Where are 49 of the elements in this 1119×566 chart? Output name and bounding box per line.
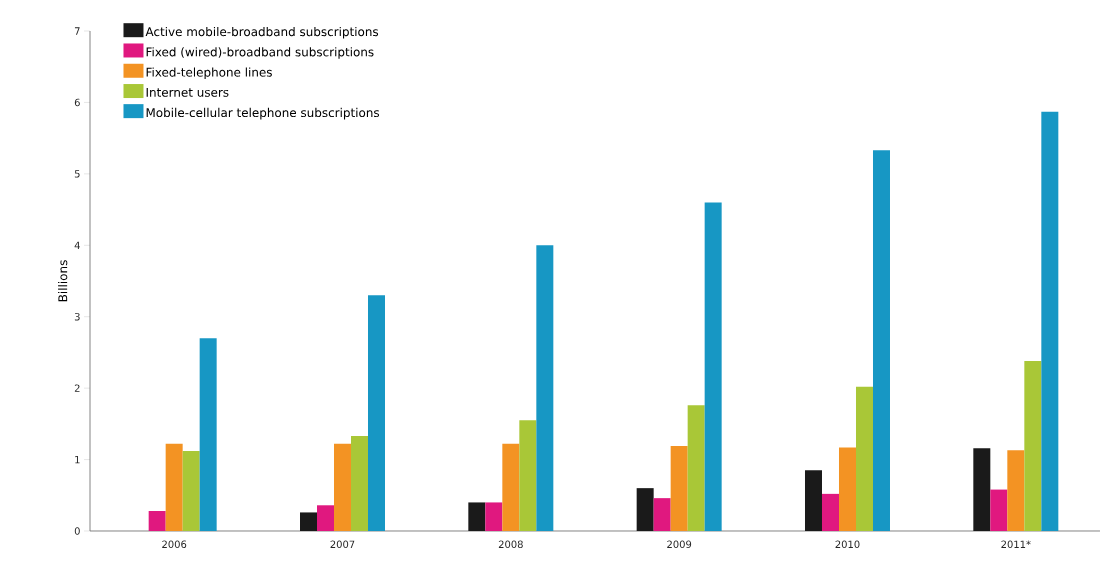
bar (872, 150, 890, 531)
x-tick-label: 2008 (498, 540, 523, 549)
y-tick-label: 1 (75, 455, 80, 464)
bar (855, 386, 873, 531)
bar (1041, 111, 1059, 531)
legend-label: Fixed-telephone lines (146, 67, 272, 80)
bar (670, 446, 688, 531)
bar (334, 443, 351, 531)
bar (1024, 361, 1042, 531)
bar (182, 451, 200, 531)
bar (148, 511, 166, 531)
x-tick-label: 2006 (162, 540, 187, 549)
bar (653, 498, 671, 531)
bar (990, 489, 1008, 531)
bar (636, 488, 654, 531)
bar (199, 338, 217, 531)
y-tick-label: 0 (74, 527, 80, 535)
bar (821, 493, 839, 531)
x-tick-label: 2007 (330, 540, 355, 549)
y-tick-label: 4 (74, 241, 80, 249)
bar (804, 470, 822, 531)
bar (519, 420, 537, 531)
bar (687, 405, 705, 531)
bar (368, 295, 385, 531)
y-tick-label: 5 (74, 170, 80, 178)
bar (468, 502, 486, 531)
bar (165, 443, 183, 531)
bar (973, 448, 991, 531)
x-tick-label: 2011* (1001, 540, 1031, 549)
x-tick-label: 2009 (667, 540, 692, 549)
y-tick-label: 3 (74, 312, 80, 321)
bar (485, 502, 503, 531)
bar (317, 505, 334, 531)
bar (704, 202, 722, 531)
legend-label: Active mobile-broadband subscriptions (145, 26, 379, 39)
y-tick-label: 2 (74, 384, 80, 392)
bar (1007, 450, 1025, 531)
y-axis-title: Billions (58, 260, 68, 302)
bar (536, 245, 554, 531)
legend-label: Mobile-cellular telephone subscriptions (146, 107, 380, 120)
legend-label: Fixed (wired)-broadband subscriptions (146, 47, 374, 59)
x-tick-label: 2010 (835, 540, 860, 549)
y-tick-label: 6 (74, 98, 80, 107)
bar (351, 436, 368, 531)
legend-label: Internet users (146, 87, 229, 97)
bar (502, 443, 520, 531)
bar (838, 447, 856, 531)
y-tick-label: 7 (74, 27, 80, 35)
bar (300, 512, 317, 531)
